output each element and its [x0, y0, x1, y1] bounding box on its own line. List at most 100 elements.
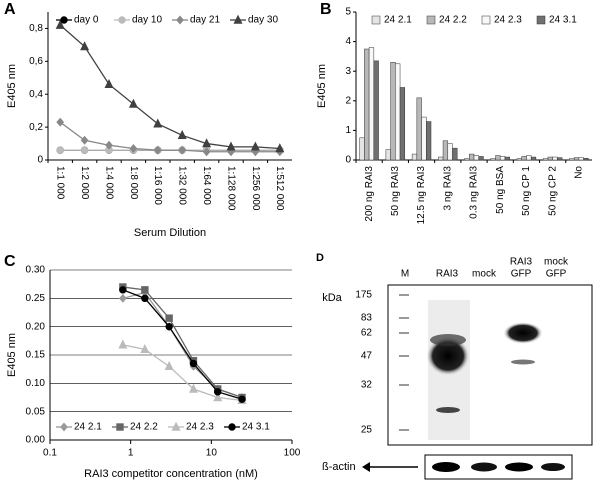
ladder-band: [399, 332, 409, 334]
bar: [390, 62, 396, 161]
lane-label: GFP: [511, 269, 532, 280]
band: [471, 462, 497, 472]
bar: [504, 156, 510, 161]
x-tick-label: 1:32 000: [177, 166, 188, 205]
point: [56, 146, 64, 154]
x-tick-label: 200 ng RAI3: [364, 166, 375, 222]
legend-label: day 10: [132, 15, 162, 26]
bar: [542, 158, 549, 161]
point: [226, 141, 236, 151]
band: [426, 336, 470, 376]
band: [436, 407, 460, 413]
bar: [547, 156, 553, 161]
legend-marker: [176, 15, 184, 25]
y-tick-label: 0: [37, 155, 43, 166]
point: [275, 143, 285, 153]
band: [432, 462, 460, 472]
x-axis-label: RAI3 competitor concentration (nM): [84, 468, 258, 480]
ladder-band: [399, 384, 409, 386]
point: [202, 147, 211, 157]
band: [511, 359, 535, 365]
bar: [530, 156, 537, 161]
legend-label: 24 2.2: [130, 422, 158, 433]
point: [177, 130, 187, 140]
bar: [426, 121, 432, 161]
x-tick-label: 1:8 000: [128, 166, 139, 200]
legend-marker: [118, 16, 126, 24]
legend-swatch: [481, 15, 491, 25]
bar: [578, 157, 584, 161]
marker-label: 47: [361, 351, 373, 362]
x-tick-label: 1:512 000: [274, 166, 285, 211]
y-tick-label: 1: [345, 125, 351, 136]
point: [165, 322, 173, 331]
bar: [557, 157, 563, 161]
unit-label: kDa: [322, 292, 342, 304]
bar: [464, 158, 470, 161]
marker-label: 32: [361, 380, 373, 391]
bar: [516, 158, 522, 161]
legend-label: 24 3.1: [242, 422, 270, 433]
point: [104, 79, 114, 89]
x-tick-label: 50 ng RAI3: [390, 166, 401, 216]
x-tick-label: 1:256 000: [250, 166, 261, 211]
y-tick-label: 0.05: [26, 406, 46, 417]
panel-letter: C: [4, 253, 16, 270]
blot-panel: D kDa ß-actin: [316, 252, 593, 480]
y-tick-label: 0,8: [29, 23, 43, 34]
series-line: [122, 286, 243, 399]
x-tick-label: 12.5 ng RAI3: [416, 166, 427, 225]
point: [119, 286, 127, 294]
legend-label: 24 2.3: [494, 15, 522, 26]
marker-label: 83: [361, 313, 373, 324]
legend-marker: [60, 16, 68, 24]
y-tick-label: 0,6: [29, 56, 43, 67]
point: [56, 117, 65, 127]
loading-label: ß-actin: [322, 461, 356, 473]
bar: [495, 155, 501, 161]
point: [128, 98, 138, 108]
point: [238, 395, 246, 403]
x-tick-label: No: [574, 166, 585, 179]
x-tick-label: 1:4 000: [103, 166, 114, 200]
bar: [452, 147, 458, 161]
series-line: [59, 24, 280, 150]
bar: [473, 155, 479, 161]
ladder-band: [399, 429, 409, 431]
point: [129, 144, 138, 153]
point: [80, 135, 89, 145]
legend-marker: [116, 423, 124, 431]
y-tick-label: 0.30: [26, 265, 46, 276]
marker-label: 25: [361, 425, 373, 436]
panel-letter: D: [316, 252, 324, 264]
point: [80, 41, 90, 51]
bar: [395, 63, 401, 161]
y-tick-label: 0,4: [29, 89, 43, 100]
bar: [364, 48, 370, 161]
point: [105, 140, 113, 150]
point: [188, 383, 198, 393]
bar: [438, 156, 444, 161]
legend-label: day 21: [190, 15, 220, 26]
bar: [469, 153, 475, 161]
bar: [399, 87, 406, 161]
bar: [416, 97, 422, 161]
series-line: [122, 289, 243, 400]
x-tick-label: 1:128 000: [225, 166, 236, 211]
point: [213, 392, 223, 402]
band: [541, 463, 565, 471]
x-tick-label: 1:2 000: [79, 166, 90, 200]
point: [153, 118, 163, 128]
x-tick-label: 0.1: [43, 448, 57, 459]
lane-label: RAI3: [510, 257, 533, 268]
y-axis-label: E405 nm: [6, 333, 18, 377]
bar: [478, 156, 484, 161]
legend-label: day 30: [248, 15, 278, 26]
legend-label: 24 2.3: [186, 422, 214, 433]
bar: [552, 156, 558, 161]
x-tick-label: 50 ng CP 2: [547, 166, 558, 216]
x-tick-label: 100: [284, 448, 301, 459]
arrow-head: [362, 462, 370, 472]
lane-label: mock: [472, 269, 497, 280]
